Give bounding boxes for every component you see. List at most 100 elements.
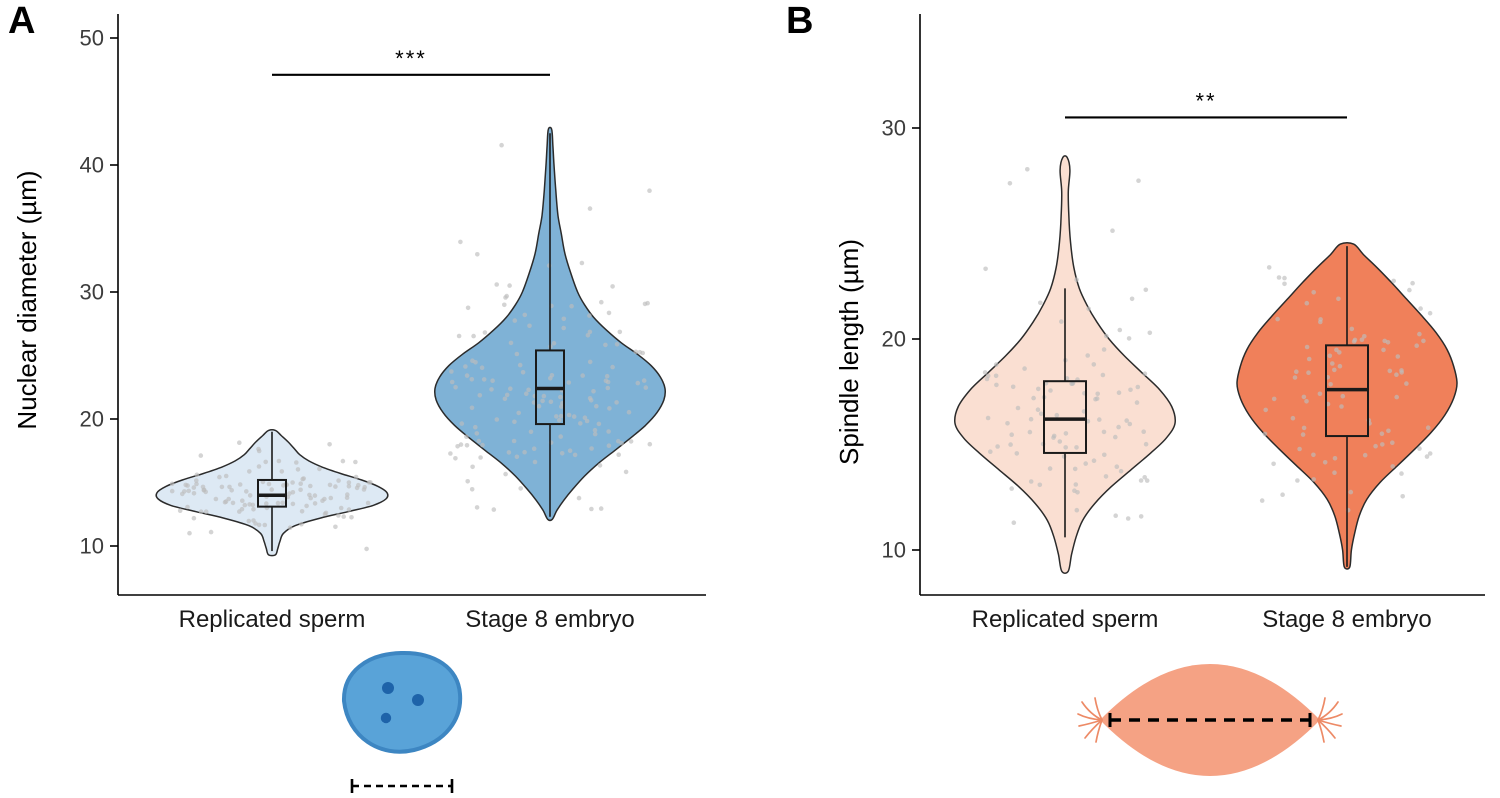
data-point <box>294 460 299 465</box>
data-point <box>1336 296 1341 302</box>
jitter-points <box>448 142 653 512</box>
data-point <box>1424 454 1430 459</box>
data-point <box>503 295 508 300</box>
data-point <box>1074 445 1079 450</box>
data-point <box>589 446 594 451</box>
data-point <box>227 484 232 490</box>
data-point <box>1322 460 1328 465</box>
data-point <box>541 393 547 399</box>
data-point <box>1271 461 1276 467</box>
data-point <box>219 484 225 490</box>
panel-b-label: B <box>786 0 814 42</box>
data-point <box>1359 337 1365 343</box>
data-point <box>1311 477 1316 482</box>
data-point <box>512 318 518 323</box>
data-point <box>203 509 209 514</box>
data-point <box>579 260 585 266</box>
data-point <box>247 469 252 474</box>
y-tick-label: 10 <box>80 534 104 559</box>
data-point <box>275 500 281 506</box>
data-point <box>453 456 458 461</box>
data-point <box>459 421 465 426</box>
data-point <box>559 404 564 409</box>
data-point <box>266 481 272 487</box>
data-point <box>470 464 475 470</box>
data-point <box>610 284 615 289</box>
data-point <box>1116 424 1121 430</box>
data-point <box>299 509 305 514</box>
data-point <box>237 482 243 487</box>
data-point <box>494 417 500 422</box>
data-point <box>169 488 175 494</box>
data-point <box>1394 394 1399 400</box>
data-point <box>328 495 334 501</box>
data-point <box>1421 338 1426 344</box>
data-point <box>1047 466 1053 471</box>
data-point <box>1113 434 1118 440</box>
y-tick-label: 40 <box>80 153 104 178</box>
data-point <box>1038 411 1044 417</box>
astral-microtubule <box>1317 719 1336 739</box>
data-point <box>1074 277 1079 283</box>
data-point <box>1266 265 1272 270</box>
data-point <box>1054 412 1060 418</box>
data-point <box>1048 388 1053 393</box>
data-point <box>341 514 347 519</box>
astral-microtubule <box>1095 719 1103 743</box>
data-point <box>1010 384 1016 390</box>
data-point <box>208 529 214 535</box>
data-point <box>251 518 256 523</box>
data-point <box>1128 387 1133 393</box>
data-point <box>983 266 988 272</box>
data-point <box>645 300 650 306</box>
data-point <box>626 409 632 415</box>
data-point <box>561 316 567 322</box>
data-point <box>353 474 359 480</box>
data-point <box>567 448 573 454</box>
y-tick-label: 20 <box>80 407 104 432</box>
nucleus-dot <box>382 682 394 694</box>
data-point <box>511 438 517 444</box>
data-point <box>1008 442 1013 447</box>
data-point <box>1294 369 1299 375</box>
data-point <box>619 440 624 446</box>
astral-microtubule <box>1317 713 1343 721</box>
data-point <box>1282 281 1287 287</box>
astral-microtubule <box>1077 713 1103 721</box>
data-point <box>1379 431 1385 437</box>
data-point <box>558 413 564 419</box>
data-point <box>336 513 341 518</box>
data-point <box>1271 396 1277 402</box>
data-point <box>1142 475 1147 480</box>
data-point <box>504 392 510 398</box>
data-point <box>186 488 191 494</box>
data-point <box>623 469 629 475</box>
data-point <box>198 509 204 514</box>
data-point <box>532 459 538 465</box>
data-point <box>1425 425 1431 431</box>
data-point <box>473 360 478 365</box>
data-point <box>522 312 528 318</box>
data-point <box>1144 478 1150 483</box>
data-point <box>1103 474 1109 479</box>
data-point <box>540 398 545 404</box>
data-point <box>1290 415 1296 421</box>
data-point <box>569 303 574 309</box>
box <box>1043 380 1087 454</box>
data-point <box>1027 429 1033 435</box>
data-point <box>647 441 653 447</box>
data-point <box>489 387 494 392</box>
astral-microtubule <box>1317 697 1326 721</box>
data-point <box>566 380 572 385</box>
data-point <box>1390 440 1395 446</box>
data-point <box>506 450 512 455</box>
data-point <box>295 467 301 472</box>
data-point <box>499 142 504 148</box>
data-point <box>1381 347 1386 353</box>
jitter-points <box>169 440 373 552</box>
data-point <box>617 329 623 335</box>
data-point <box>327 482 333 488</box>
data-point <box>1427 451 1433 456</box>
data-point <box>607 406 612 411</box>
violin-group-0 <box>155 429 389 557</box>
